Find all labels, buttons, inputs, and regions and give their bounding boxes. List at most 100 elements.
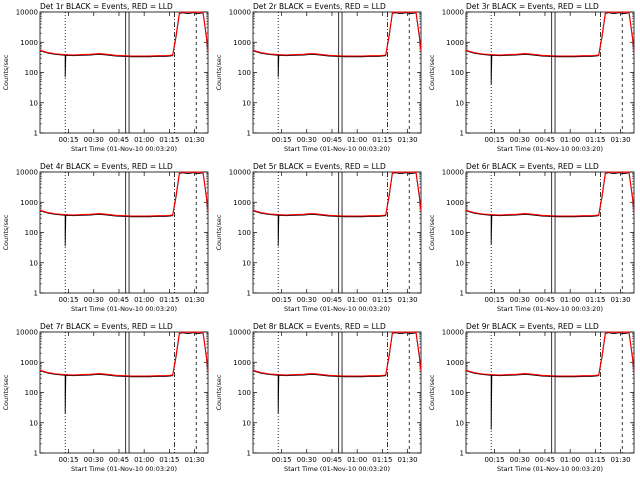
x-tick-label: 00:15 <box>484 456 504 464</box>
y-tick-label: 10 <box>455 259 464 267</box>
chart-title: Det 9r BLACK = Events, RED = LLD <box>466 322 599 331</box>
x-tick-label: 01:00 <box>560 456 580 464</box>
y-tick-label: 10 <box>455 419 464 427</box>
detector-chart: Det 8r BLACK = Events, RED = LLD 1 10 100 10… <box>215 322 422 473</box>
series-line-events <box>39 332 209 414</box>
y-axis-label: Counts/sec <box>428 214 436 250</box>
detector-chart: Det 7r BLACK = Events, RED = LLD 1 10 100 10… <box>2 322 209 473</box>
chart-title: Det 4r BLACK = Events, RED = LLD <box>40 162 173 171</box>
x-axis-label: Start Time (01-Nov-10 00:03:20) <box>497 145 603 153</box>
x-tick-label: 00:30 <box>297 456 317 464</box>
x-tick-label: 00:15 <box>271 136 291 144</box>
series-line-events <box>39 172 209 247</box>
x-tick-label: 01:15 <box>159 136 179 144</box>
y-tick-label: 1000 <box>446 199 464 207</box>
x-tick-label: 00:30 <box>84 456 104 464</box>
x-tick-label: 01:00 <box>134 136 154 144</box>
series-line-events <box>252 172 422 247</box>
series-line-lld <box>465 171 635 217</box>
y-tick-label: 1 <box>460 450 464 458</box>
series-line-lld <box>39 11 209 57</box>
x-tick-label: 01:15 <box>159 456 179 464</box>
x-tick-label: 00:30 <box>297 296 317 304</box>
x-tick-label: 00:45 <box>109 136 129 144</box>
y-tick-label: 10 <box>29 419 38 427</box>
x-tick-label: 00:15 <box>58 296 78 304</box>
x-axis-label: Start Time (01-Nov-10 00:03:20) <box>284 145 390 153</box>
detector-chart: Det 3r BLACK = Events, RED = LLD 1 10 100 10… <box>428 2 635 153</box>
y-tick-label: 1000 <box>20 359 38 367</box>
x-tick-label: 01:30 <box>397 296 417 304</box>
x-axis-label: Start Time (01-Nov-10 00:03:20) <box>497 465 603 473</box>
chart-title: Det 6r BLACK = Events, RED = LLD <box>466 162 599 171</box>
detector-chart: Det 2r BLACK = Events, RED = LLD 1 10 100 10… <box>215 2 422 153</box>
y-tick-label: 100 <box>25 69 38 77</box>
detector-panel: Det 8r BLACK = Events, RED = LLD 1 10 100 10… <box>213 320 426 480</box>
chart-title: Det 5r BLACK = Events, RED = LLD <box>253 162 386 171</box>
x-tick-label: 01:00 <box>134 296 154 304</box>
series-line-events <box>39 12 209 78</box>
x-tick-label: 00:15 <box>484 136 504 144</box>
x-tick-label: 01:30 <box>610 296 630 304</box>
x-tick-label: 00:30 <box>297 136 317 144</box>
y-tick-label: 100 <box>238 229 251 237</box>
y-tick-label: 10000 <box>16 329 38 337</box>
y-tick-label: 10 <box>29 259 38 267</box>
detector-chart: Det 6r BLACK = Events, RED = LLD 1 10 100 10… <box>428 162 635 313</box>
x-axis-label: Start Time (01-Nov-10 00:03:20) <box>71 145 177 153</box>
x-tick-label: 00:45 <box>535 456 555 464</box>
x-tick-label: 01:00 <box>560 296 580 304</box>
x-tick-label: 00:45 <box>109 456 129 464</box>
detector-chart: Det 4r BLACK = Events, RED = LLD 1 10 100 10… <box>2 162 209 313</box>
y-tick-label: 100 <box>238 389 251 397</box>
x-tick-label: 00:45 <box>109 296 129 304</box>
x-tick-label: 01:00 <box>347 136 367 144</box>
series-line-lld <box>39 331 209 377</box>
series-line-lld <box>252 331 422 377</box>
y-tick-label: 10000 <box>229 169 251 177</box>
y-tick-label: 1 <box>460 130 464 138</box>
series-line-events <box>252 332 422 414</box>
detector-panel: Det 6r BLACK = Events, RED = LLD 1 10 100 10… <box>426 160 639 320</box>
x-axis-label: Start Time (01-Nov-10 00:03:20) <box>284 465 390 473</box>
x-axis-label: Start Time (01-Nov-10 00:03:20) <box>284 305 390 313</box>
x-tick-label: 01:15 <box>585 456 605 464</box>
x-tick-label: 00:30 <box>84 296 104 304</box>
x-tick-label: 01:15 <box>585 296 605 304</box>
y-tick-label: 100 <box>451 69 464 77</box>
chart-title: Det 1r BLACK = Events, RED = LLD <box>40 2 173 11</box>
series-line-events <box>465 332 635 430</box>
y-tick-label: 1000 <box>20 39 38 47</box>
y-tick-label: 1000 <box>233 39 251 47</box>
series-line-lld <box>465 11 635 57</box>
series-line-lld <box>39 171 209 217</box>
x-tick-label: 00:15 <box>484 296 504 304</box>
y-tick-label: 10 <box>455 99 464 107</box>
y-tick-label: 1 <box>247 450 251 458</box>
x-tick-label: 01:30 <box>610 136 630 144</box>
y-tick-label: 100 <box>451 229 464 237</box>
y-tick-label: 1000 <box>233 199 251 207</box>
x-tick-label: 01:30 <box>397 136 417 144</box>
y-tick-label: 1 <box>460 290 464 298</box>
y-axis-label: Counts/sec <box>215 54 223 90</box>
y-axis-label: Counts/sec <box>2 54 10 90</box>
y-tick-label: 1000 <box>233 359 251 367</box>
chart-title: Det 3r BLACK = Events, RED = LLD <box>466 2 599 11</box>
series-line-events <box>465 172 635 245</box>
x-tick-label: 01:30 <box>184 136 204 144</box>
detector-panel: Det 2r BLACK = Events, RED = LLD 1 10 100 10… <box>213 0 426 160</box>
x-tick-label: 00:45 <box>535 296 555 304</box>
x-tick-label: 01:00 <box>134 456 154 464</box>
y-axis-label: Counts/sec <box>428 54 436 90</box>
x-tick-label: 01:30 <box>610 456 630 464</box>
x-tick-label: 00:15 <box>58 136 78 144</box>
x-tick-label: 01:30 <box>397 456 417 464</box>
detector-chart: Det 1r BLACK = Events, RED = LLD 1 10 100 10… <box>2 2 209 153</box>
x-tick-label: 00:30 <box>84 136 104 144</box>
y-axis-label: Counts/sec <box>428 374 436 410</box>
x-tick-label: 00:45 <box>322 136 342 144</box>
series-line-lld <box>252 171 422 217</box>
x-tick-label: 00:45 <box>535 136 555 144</box>
